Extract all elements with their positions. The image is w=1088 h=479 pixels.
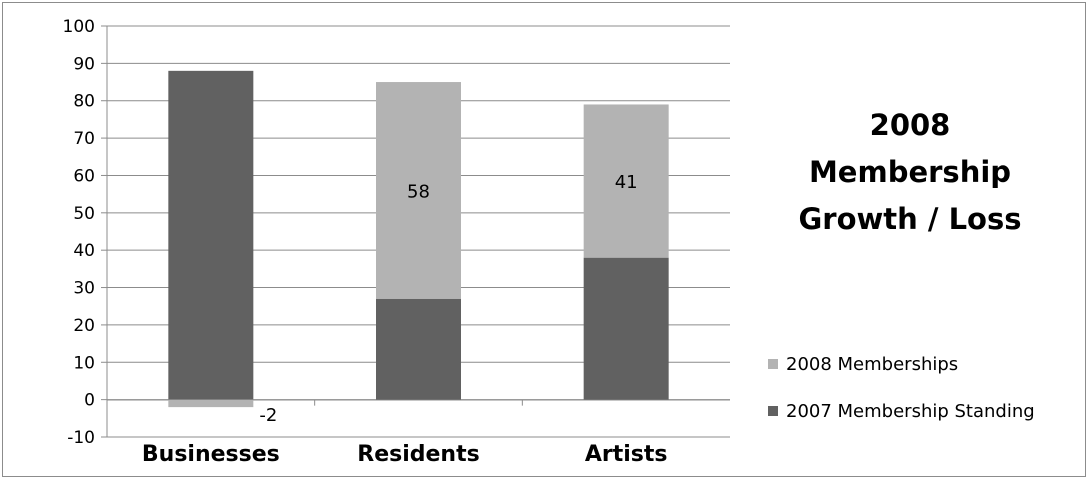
y-tick-label: 60 xyxy=(73,166,95,186)
x-tick-labels: Businesses Residents Artists xyxy=(142,442,668,467)
legend-label-2007-membership-standing: 2007 Membership Standing xyxy=(786,401,1035,422)
x-tick-label-businesses: Businesses xyxy=(142,442,280,467)
y-tick-label: 0 xyxy=(84,391,95,411)
legend-swatch-2008-memberships xyxy=(768,359,778,369)
bars: -2 58 41 xyxy=(168,70,669,426)
legend: 2008 Memberships 2007 Membership Standin… xyxy=(768,354,1035,422)
y-tick-label: 40 xyxy=(73,241,95,261)
chart-title-line-2: Membership xyxy=(809,155,1011,189)
y-tick-label: 100 xyxy=(63,17,95,37)
data-label-businesses: -2 xyxy=(259,405,277,426)
bar-businesses-series-1 xyxy=(168,399,254,408)
bar-artists-series-0 xyxy=(583,257,669,400)
data-label-residents: 58 xyxy=(407,181,430,202)
y-tick-label: 20 xyxy=(73,316,95,336)
y-tick-labels: -10 0 10 20 30 40 50 60 70 80 90 100 xyxy=(63,17,95,448)
chart-title-line-1: 2008 xyxy=(870,108,951,142)
y-tick-label: 30 xyxy=(73,279,95,299)
bar-residents-series-0 xyxy=(376,298,461,400)
y-tick-label: 50 xyxy=(73,204,95,224)
y-tick-label: 10 xyxy=(73,353,95,373)
data-label-artists: 41 xyxy=(615,172,638,193)
bar-residents-series-1 xyxy=(376,82,461,299)
bar-artists-series-1 xyxy=(583,104,669,258)
bar-businesses-series-0 xyxy=(168,70,254,400)
y-tick-label: 80 xyxy=(73,92,95,112)
y-tick-label: 70 xyxy=(73,129,95,149)
y-tick-label: 90 xyxy=(73,54,95,74)
x-tick-label-residents: Residents xyxy=(357,442,479,467)
chart-title-line-3: Growth / Loss xyxy=(798,202,1021,236)
legend-label-2008-memberships: 2008 Memberships xyxy=(786,354,958,375)
chart-title: 2008 Membership Growth / Loss xyxy=(798,108,1021,236)
y-tick-label: -10 xyxy=(67,428,95,448)
x-tick-label-artists: Artists xyxy=(585,442,668,467)
legend-swatch-2007-membership-standing xyxy=(768,406,778,416)
